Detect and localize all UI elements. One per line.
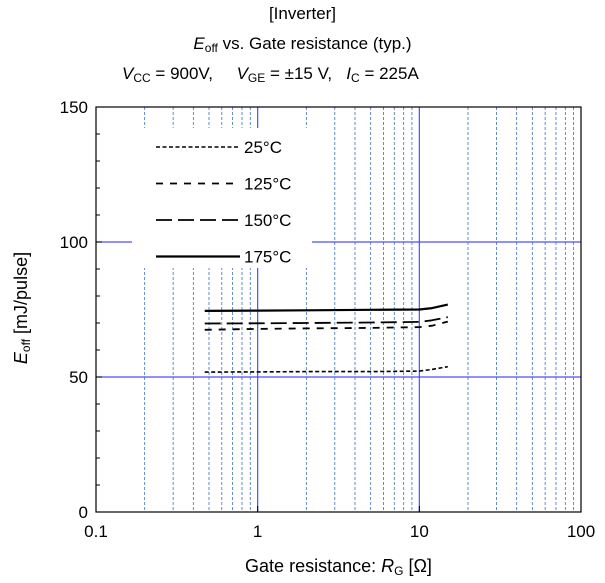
x-tick-label: 1: [253, 522, 262, 541]
y-tick-label: 0: [79, 503, 88, 522]
legend-box: [132, 128, 312, 268]
legend-label: 150°C: [244, 211, 291, 230]
plot-frame: [95, 106, 582, 513]
chart-title-line1: [Inverter]: [268, 4, 337, 23]
condition-ic: IC = 225A: [346, 64, 419, 85]
x-tick-label: 10: [410, 522, 429, 541]
y-tick-label: 100: [60, 233, 88, 252]
series-line: [204, 365, 448, 373]
y-tick-label: 50: [69, 368, 88, 387]
x-tick-label: 100: [567, 522, 595, 541]
legend-label: 175°C: [244, 248, 291, 267]
legend: 25°C 125°C 150°C 175°C: [132, 128, 312, 268]
legend-label: 25°C: [244, 138, 282, 157]
conditions-line: VCC = 900V, VGE = ±15 V, IC = 225A: [122, 64, 419, 85]
condition-vge: VGE = ±15 V,: [236, 64, 333, 85]
condition-vcc: VCC = 900V,: [122, 64, 213, 85]
series-line: [204, 320, 449, 331]
chart-title-line2: Eoff vs. Gate resistance (typ.): [193, 34, 412, 55]
y-tick-label: 150: [60, 98, 88, 117]
series-line: [204, 303, 449, 312]
tick-labels: 0 50 100 150 0.1 1 10 100: [60, 98, 596, 541]
axes-frame: [95, 106, 582, 513]
series-layer: [204, 303, 449, 373]
series-line: [204, 316, 448, 325]
x-tick-label: 0.1: [84, 522, 108, 541]
legend-label: 125°C: [244, 175, 291, 194]
x-axis-label: Gate resistance: RG [Ω]: [245, 556, 432, 578]
